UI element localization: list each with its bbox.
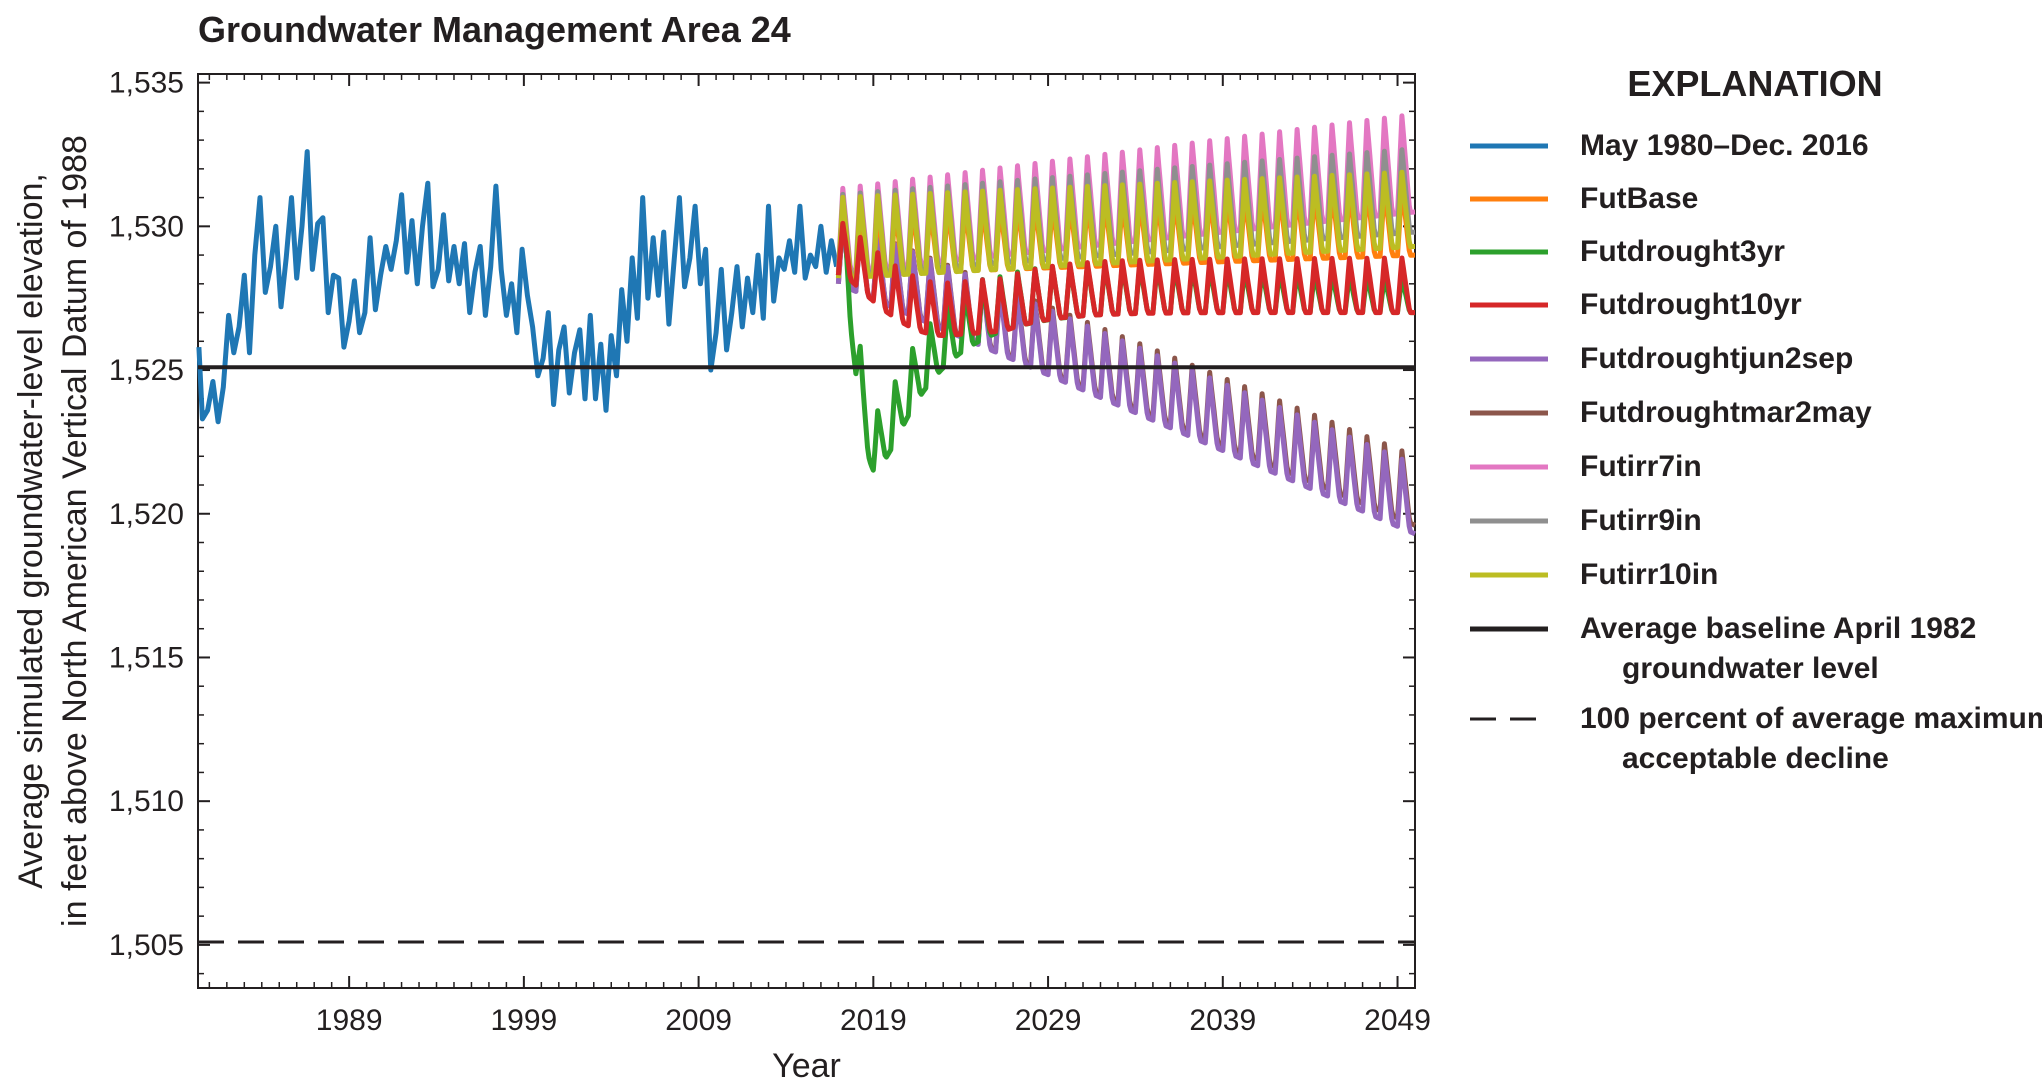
data-series: [196, 113, 1417, 944]
chart-title: Groundwater Management Area 24: [198, 9, 791, 50]
y-axis-tick-labels: 1,505 1,510 1,515 1,520 1,525 1,530 1,535: [109, 67, 184, 962]
legend-label: Futirr10in: [1580, 558, 1718, 591]
x-tick-label: 2009: [665, 1004, 732, 1037]
x-tick-label: 1989: [316, 1004, 383, 1037]
legend-label: Futirr9in: [1580, 504, 1702, 537]
legend-title: EXPLANATION: [1627, 63, 1882, 104]
y-axis-label-line-2: in feet above North American Vertical Da…: [56, 135, 94, 927]
legend-label: May 1980–Dec. 2016: [1580, 129, 1869, 162]
series-line-3: [835, 220, 1416, 338]
legend-label: Average baseline April 1982: [1580, 612, 1976, 645]
legend-label: FutBase: [1580, 182, 1698, 215]
legend-label: Futdrought10yr: [1580, 288, 1802, 321]
legend-label: Futirr7in: [1580, 450, 1702, 483]
legend-label: 100 percent of average maximum: [1580, 702, 2042, 735]
series-line-0: [196, 149, 840, 425]
series-line-8: [835, 169, 1416, 280]
x-tick-label: 2049: [1364, 1004, 1431, 1037]
y-tick-label: 1,515: [109, 641, 184, 674]
y-tick-label: 1,520: [109, 498, 184, 531]
plot-area-frame: [197, 73, 1416, 989]
x-axis-label: Year: [772, 1047, 841, 1083]
y-tick-label: 1,530: [109, 210, 184, 243]
y-tick-label: 1,510: [109, 785, 184, 818]
y-tick-label: 1,505: [109, 929, 184, 962]
x-tick-label: 2029: [1015, 1004, 1082, 1037]
legend-label: acceptable decline: [1622, 742, 1889, 775]
x-axis-tick-labels: 1989 1999 2009 2019 2029 2039 2049: [316, 1004, 1431, 1037]
legend: EXPLANATION May 1980–Dec. 2016 FutBase Fut…: [1470, 63, 2042, 775]
x-tick-label: 1999: [490, 1004, 557, 1037]
legend-label: groundwater level: [1622, 652, 1879, 685]
y-tick-label: 1,535: [109, 67, 184, 100]
legend-label: Futdroughtjun2sep: [1580, 342, 1853, 375]
x-tick-label: 2039: [1189, 1004, 1256, 1037]
y-axis-label-line-1: Average simulated groundwater-level elev…: [12, 173, 50, 889]
legend-label: Futdrought3yr: [1580, 235, 1785, 268]
legend-label: Futdroughtmar2may: [1580, 396, 1872, 429]
x-tick-label: 2019: [840, 1004, 907, 1037]
y-tick-label: 1,525: [109, 354, 184, 387]
